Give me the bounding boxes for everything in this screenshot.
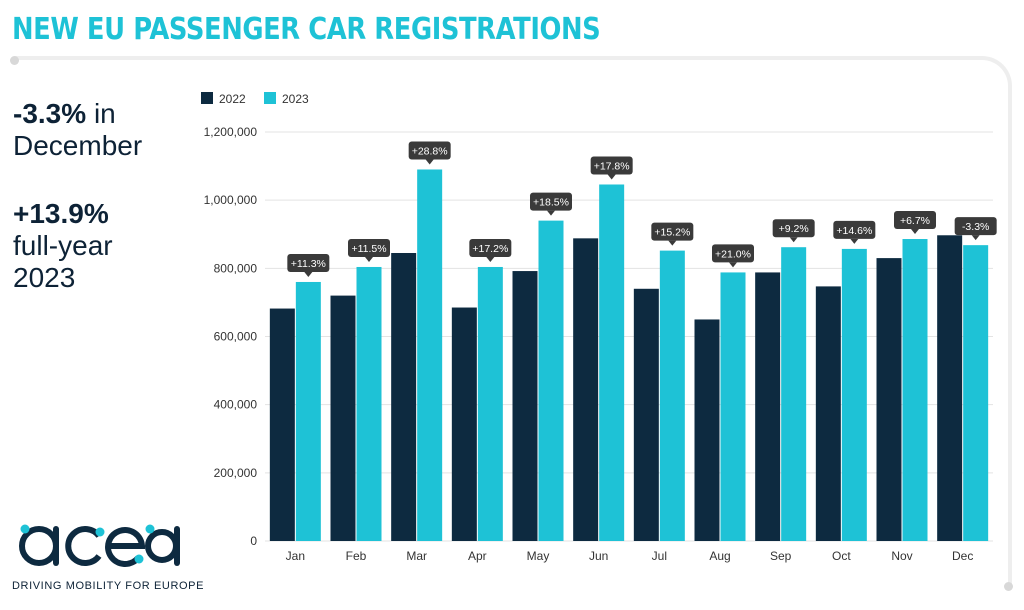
stat-december-label2: December bbox=[13, 130, 143, 161]
bar-2022 bbox=[694, 319, 720, 541]
y-tick-label: 1,000,000 bbox=[204, 193, 258, 207]
bar-2022 bbox=[876, 258, 902, 541]
bar-2022 bbox=[269, 308, 295, 541]
change-label: +6.7% bbox=[900, 215, 930, 227]
change-label-pointer bbox=[365, 256, 373, 262]
change-label: +28.8% bbox=[412, 145, 448, 157]
change-label-pointer bbox=[911, 229, 919, 235]
bar-2022 bbox=[937, 235, 963, 541]
change-label-box bbox=[954, 217, 997, 236]
bar-2022 bbox=[815, 286, 841, 541]
change-label-pointer bbox=[729, 262, 737, 268]
bar-2022 bbox=[633, 288, 659, 541]
change-label-box bbox=[590, 156, 633, 175]
legend-label: 2023 bbox=[282, 92, 309, 106]
change-label-pointer bbox=[486, 256, 495, 262]
change-label: +9.2% bbox=[779, 223, 809, 235]
stat-december-value: -3.3% bbox=[13, 98, 87, 129]
bar-2023 bbox=[356, 266, 382, 541]
change-label-box bbox=[408, 141, 451, 160]
legend-label: 2022 bbox=[219, 92, 246, 106]
change-label-pointer bbox=[607, 174, 616, 180]
bar-2023 bbox=[477, 266, 503, 541]
x-tick-label: Oct bbox=[832, 549, 851, 563]
change-label-pointer bbox=[425, 159, 434, 165]
change-label-box bbox=[287, 253, 330, 272]
x-tick-label: Jul bbox=[652, 549, 667, 563]
change-label: +11.5% bbox=[351, 243, 386, 255]
bar-2023 bbox=[781, 247, 807, 541]
bar-2023 bbox=[841, 248, 867, 542]
y-tick-label: 1,200,000 bbox=[204, 125, 258, 139]
y-tick-label: 200,000 bbox=[214, 466, 258, 480]
stat-fullyear-label2: 2023 bbox=[13, 262, 76, 293]
stat-december-label: in bbox=[93, 98, 116, 129]
frame-dot-left bbox=[10, 56, 19, 65]
stat-fullyear-value: +13.9% bbox=[13, 198, 109, 229]
stat-fullyear: +13.9% full-year 2023 bbox=[13, 198, 113, 294]
bar-2022 bbox=[755, 272, 781, 541]
logo-tagline: DRIVING MOBILITY FOR EUROPE bbox=[12, 580, 205, 592]
bar-2023 bbox=[902, 239, 928, 541]
change-label-pointer bbox=[668, 240, 677, 246]
change-label-box bbox=[651, 222, 694, 241]
change-label-box bbox=[348, 238, 390, 257]
change-label-box bbox=[772, 219, 815, 238]
bar-2023 bbox=[417, 169, 443, 541]
change-label-box bbox=[833, 220, 876, 239]
bar-2022 bbox=[573, 238, 599, 541]
change-label: +11.3% bbox=[291, 258, 326, 270]
y-tick-label: 800,000 bbox=[214, 261, 258, 275]
change-label-pointer bbox=[304, 271, 313, 277]
x-tick-label: Sep bbox=[770, 549, 792, 563]
change-label: +15.2% bbox=[654, 227, 690, 239]
x-tick-label: Apr bbox=[468, 549, 487, 563]
x-tick-label: Dec bbox=[952, 549, 973, 563]
x-tick-label: Feb bbox=[346, 549, 367, 563]
change-label: +21.0% bbox=[715, 248, 751, 260]
page-title: NEW EU PASSENGER CAR REGISTRATIONS bbox=[12, 12, 601, 47]
y-tick-label: 0 bbox=[250, 534, 257, 548]
stat-december: -3.3% in December bbox=[13, 98, 142, 162]
change-label-pointer bbox=[971, 235, 980, 241]
change-label: -3.3% bbox=[962, 221, 989, 233]
x-tick-label: Mar bbox=[406, 549, 427, 563]
change-label-pointer bbox=[850, 238, 859, 244]
bar-2022 bbox=[330, 295, 356, 541]
change-label: +18.5% bbox=[533, 197, 569, 209]
y-tick-label: 400,000 bbox=[214, 398, 258, 412]
change-label: +17.8% bbox=[594, 160, 630, 172]
change-label-box bbox=[530, 192, 572, 211]
acea-logo bbox=[19, 524, 180, 567]
bar-2023 bbox=[659, 250, 685, 542]
frame-dot-bottom bbox=[1004, 582, 1013, 591]
stat-fullyear-label: full-year bbox=[13, 230, 113, 261]
x-tick-label: Jan bbox=[286, 549, 305, 563]
change-label-box bbox=[894, 211, 936, 230]
change-label: +14.6% bbox=[836, 225, 872, 237]
legend-swatch bbox=[264, 92, 276, 104]
bar-2022 bbox=[451, 307, 477, 541]
x-tick-label: Nov bbox=[891, 549, 912, 563]
x-tick-label: Jun bbox=[589, 549, 608, 563]
change-label-box bbox=[469, 238, 512, 257]
change-label: +17.2% bbox=[472, 243, 508, 255]
change-label-box bbox=[712, 244, 754, 263]
bar-2023 bbox=[538, 220, 564, 541]
change-label-pointer bbox=[547, 210, 555, 216]
legend-swatch bbox=[201, 92, 213, 104]
y-tick-label: 600,000 bbox=[214, 330, 258, 344]
bar-2022 bbox=[391, 252, 417, 541]
x-tick-label: Aug bbox=[709, 549, 730, 563]
chart-frame bbox=[14, 56, 1012, 586]
bar-2023 bbox=[720, 272, 746, 541]
bar-2023 bbox=[963, 245, 989, 541]
bar-2022 bbox=[512, 271, 538, 541]
x-tick-label: May bbox=[527, 549, 550, 563]
change-label-pointer bbox=[789, 237, 798, 243]
bar-2023 bbox=[599, 184, 625, 541]
bar-2023 bbox=[295, 281, 321, 541]
